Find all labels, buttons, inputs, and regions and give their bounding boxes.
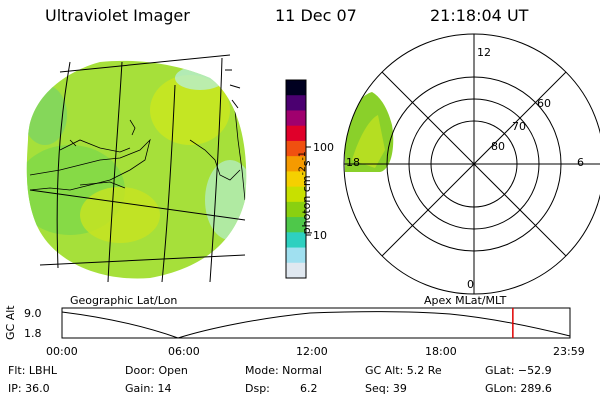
- colorbar-segment: [286, 217, 306, 233]
- geo-caption: Geographic Lat/Lon: [70, 294, 178, 307]
- time-tick-1200: 12:00: [296, 345, 328, 358]
- colorbar-segment: [286, 80, 306, 96]
- colorbar-frame: [285, 79, 307, 279]
- colorbar-segment: [286, 156, 306, 172]
- time-tick-0000: 00:00: [46, 345, 78, 358]
- time-tick-2359: 23:59: [553, 345, 585, 358]
- colorbar-units-label: photon cm-2s-1: [297, 151, 313, 235]
- mlt-label-6: 6: [577, 156, 584, 169]
- colorbar-segment: [286, 140, 306, 157]
- time-tick-0600: 06:00: [168, 345, 200, 358]
- colorbar-label-100: 100: [313, 141, 334, 154]
- mlat-label-60: 60: [537, 97, 551, 110]
- mlat-label-70: 70: [512, 120, 526, 133]
- mlt-line-diag-2: [381, 71, 567, 257]
- colorbar-segment: [286, 201, 306, 218]
- status-glat: GLat: −52.9: [485, 364, 552, 377]
- altitude-timeline: [61, 307, 571, 339]
- color-scale-bar: [285, 79, 307, 279]
- status-dsp-value: 6.2: [300, 382, 318, 395]
- colorbar-segment: [286, 247, 306, 264]
- mlt-label-18: 18: [346, 156, 360, 169]
- instrument-title: Ultraviolet Imager: [45, 6, 190, 25]
- status-mode: Mode: Normal: [245, 364, 322, 377]
- latlon-grid: [29, 54, 246, 283]
- time-label: 21:18:04 UT: [430, 6, 529, 25]
- colorbar-segment: [286, 186, 306, 203]
- status-seq: Seq: 39: [365, 382, 407, 395]
- colorbar-segment: [286, 95, 306, 111]
- altitude-ymax: 9.0: [24, 307, 42, 320]
- altitude-curve: [61, 311, 571, 339]
- colorbar-segment: [286, 262, 306, 279]
- polar-caption: Apex MLat/MLT: [424, 294, 507, 307]
- date-label: 11 Dec 07: [275, 6, 357, 25]
- mlt-label-12: 12: [477, 46, 491, 59]
- status-ip: IP: 36.0: [8, 382, 50, 395]
- altitude-ylabel: GC Alt: [4, 305, 17, 340]
- status-door: Door: Open: [125, 364, 188, 377]
- altitude-ymin: 1.8: [24, 327, 42, 340]
- status-dsp-label: Dsp:: [245, 382, 270, 395]
- polar-emission-core: [352, 115, 385, 168]
- colorbar-segment: [286, 125, 306, 142]
- geographic-image: [26, 54, 247, 283]
- colorbar-label-10: 10: [313, 229, 327, 242]
- colorbar-segment: [286, 171, 306, 188]
- status-flt: Flt: LBHL: [8, 364, 57, 377]
- mlt-label-0: 0: [467, 278, 474, 291]
- altitude-plot-frame: [61, 307, 571, 339]
- colorbar-segment: [286, 232, 306, 249]
- mlat-label-80: 80: [491, 140, 505, 153]
- time-tick-1800: 18:00: [425, 345, 457, 358]
- polar-plot: [343, 33, 600, 295]
- status-glon: GLon: 289.6: [485, 382, 552, 395]
- status-gc-alt: GC Alt: 5.2 Re: [365, 364, 442, 377]
- status-gain: Gain: 14: [125, 382, 172, 395]
- colorbar-segment: [286, 110, 306, 127]
